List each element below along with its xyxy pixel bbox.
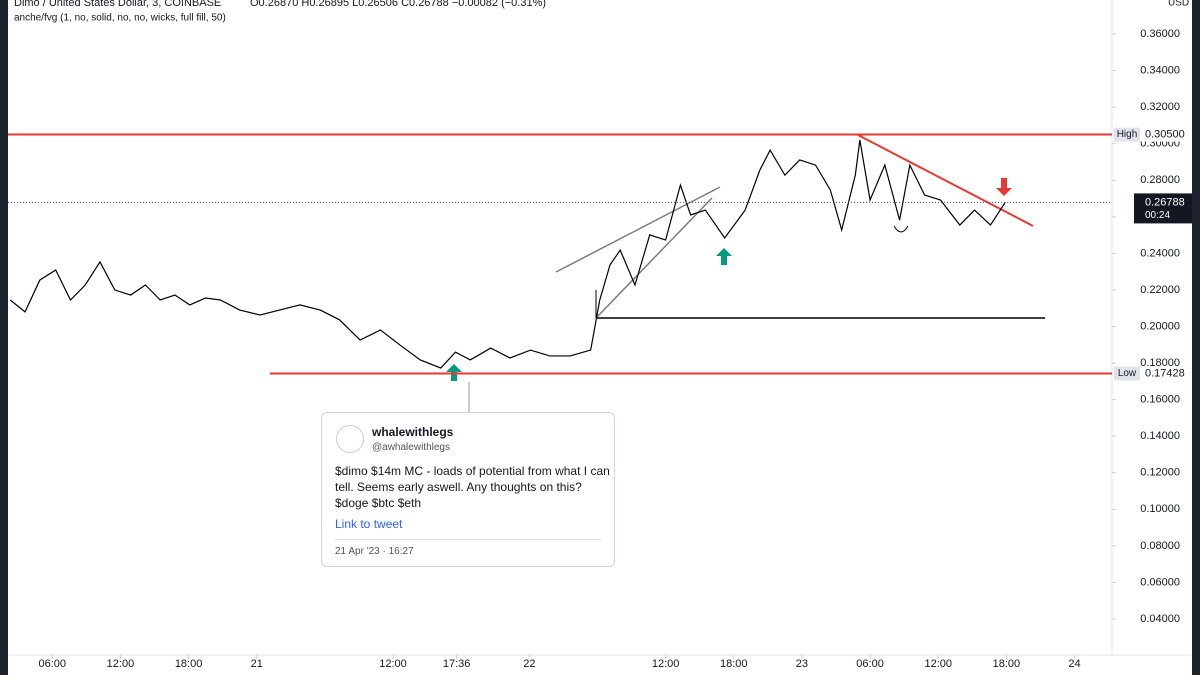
y-tick-label: 0.28000 bbox=[1140, 174, 1180, 186]
x-tick-label: 12:00 bbox=[924, 658, 952, 670]
y-tick-label: 0.24000 bbox=[1140, 247, 1180, 259]
y-tick-label: 0.14000 bbox=[1140, 430, 1180, 442]
x-tick-label: 12:00 bbox=[652, 658, 680, 670]
y-tick-label: 0.20000 bbox=[1140, 320, 1180, 332]
y-tick-label: 0.22000 bbox=[1140, 284, 1180, 296]
tweet-link[interactable]: Link to tweet bbox=[335, 517, 403, 531]
x-tick-label: 18:00 bbox=[720, 658, 748, 670]
x-tick-label: 12:00 bbox=[379, 658, 407, 670]
ohlc: O0.26870 H0.26895 L0.26506 C0.26788 −0.0… bbox=[250, 0, 546, 9]
x-tick-label: 24 bbox=[1068, 658, 1080, 670]
x-tick-label: 12:00 bbox=[107, 658, 135, 670]
y-tick-label: 0.32000 bbox=[1140, 101, 1180, 113]
x-tick-label: 06:00 bbox=[39, 658, 67, 670]
avatar bbox=[336, 425, 364, 453]
level-name: Low bbox=[1118, 368, 1137, 379]
x-tick-label: 21 bbox=[251, 658, 263, 670]
left-border bbox=[0, 0, 8, 675]
y-tick-label: 0.16000 bbox=[1140, 394, 1180, 406]
tweet-text: $dimo $14m MC - loads of potential from … bbox=[335, 464, 610, 510]
y-tick-label: 0.04000 bbox=[1140, 613, 1180, 625]
x-tick-label: 22 bbox=[523, 658, 535, 670]
down-arrow bbox=[996, 178, 1012, 196]
y-tick-label: 0.10000 bbox=[1140, 503, 1180, 515]
x-tick-label: 23 bbox=[796, 658, 808, 670]
level-value-tag bbox=[1141, 127, 1192, 142]
level-value: 0.17428 bbox=[1145, 367, 1185, 379]
y-tick-label: 0.12000 bbox=[1140, 467, 1180, 479]
level-value: 0.30500 bbox=[1145, 128, 1185, 140]
symbol: Dimo / United States Dollar, 3, COINBASE bbox=[14, 0, 221, 9]
up-arrow bbox=[716, 248, 732, 265]
right-border bbox=[1192, 0, 1200, 675]
level-value-tag bbox=[1141, 366, 1192, 381]
level-tag bbox=[1114, 127, 1140, 142]
trend-line bbox=[857, 134, 1034, 227]
y-tick-label: 0.06000 bbox=[1140, 576, 1180, 588]
trend-line bbox=[555, 186, 721, 273]
currency: USD bbox=[1168, 0, 1189, 9]
price-line bbox=[9, 139, 1006, 369]
level-name: High bbox=[1117, 129, 1138, 140]
x-tick-label: 18:00 bbox=[993, 658, 1021, 670]
level-tag bbox=[1114, 366, 1140, 381]
y-tick-label: 0.36000 bbox=[1140, 28, 1180, 40]
trend-line bbox=[595, 197, 713, 319]
last-price: 0.26788 bbox=[1145, 196, 1185, 208]
tweet-handle: @awhalewithlegs bbox=[372, 442, 450, 453]
last-price-tag bbox=[1134, 193, 1192, 224]
x-tick-label: 06:00 bbox=[856, 658, 884, 670]
y-tick-label: 0.08000 bbox=[1140, 540, 1180, 552]
x-tick-label: 18:00 bbox=[175, 658, 203, 670]
tweet-date: 21 Apr '23 · 16:27 bbox=[335, 546, 414, 557]
y-tick-label: 0.34000 bbox=[1140, 64, 1180, 76]
divider bbox=[335, 539, 601, 540]
x-tick-label: 17:36 bbox=[443, 658, 471, 670]
y-tick-label: 0.18000 bbox=[1140, 357, 1180, 369]
indicator: anche/fvg (1, no, solid, no, no, wicks, … bbox=[14, 13, 226, 24]
arc bbox=[893, 225, 909, 233]
tweet-card: whalewithlegs @awhalewithlegs $dimo $14m… bbox=[321, 412, 615, 567]
up-arrow bbox=[446, 364, 462, 381]
countdown: 00:24 bbox=[1145, 210, 1170, 221]
tweet-name: whalewithlegs bbox=[372, 425, 454, 439]
